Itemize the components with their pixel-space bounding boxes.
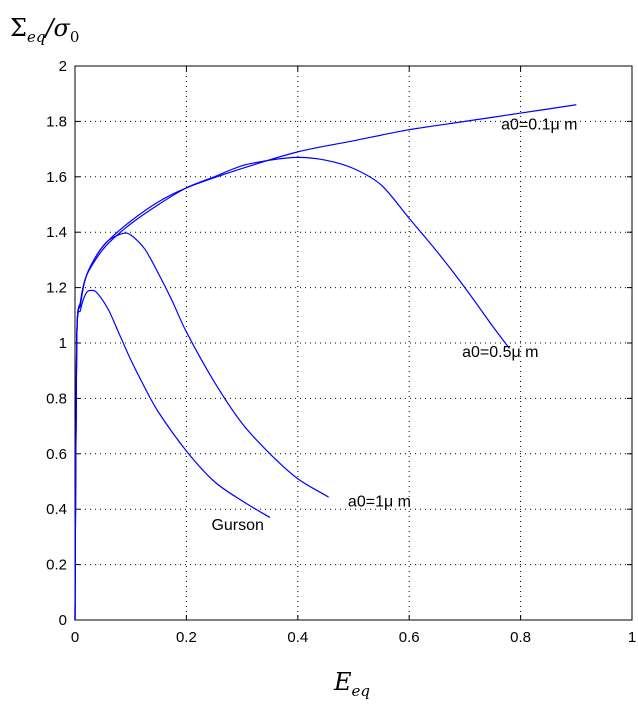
x-tick-label: 0.6 — [399, 629, 420, 646]
x-axis-label: Eeq — [333, 668, 370, 700]
series-lines — [74, 104, 577, 621]
y-tick-label: 1.2 — [46, 280, 67, 297]
plot-frame — [74, 65, 633, 621]
y-tick-label: 0.4 — [46, 501, 67, 518]
x-tick-label: 0.4 — [287, 629, 308, 646]
y-tick-label: 1.8 — [46, 113, 67, 130]
grid-lines — [75, 66, 632, 620]
series-annotation: a0=0.1μ m — [501, 117, 577, 134]
series-line-1 — [74, 156, 510, 621]
y-axis-label: Σeq/σ0 — [10, 14, 79, 46]
x-tick-label: 1 — [628, 629, 636, 646]
axes-frame — [74, 65, 633, 621]
y-tick-label: 0 — [59, 612, 67, 629]
y-tick-label: 1 — [59, 335, 67, 352]
y-tick-label: 0.2 — [46, 557, 67, 574]
y-tick-label: 1.6 — [46, 169, 67, 186]
x-tick-label: 0 — [71, 629, 79, 646]
y-tick-label: 0.6 — [46, 446, 67, 463]
y-tick-label: 0.8 — [46, 390, 67, 407]
series-line-0 — [74, 104, 577, 621]
series-line-3 — [74, 289, 271, 621]
series-annotation: Gurson — [211, 517, 263, 534]
series-annotations: a0=0.1μ m a0=0.5μ m a0=1μ m Gurson — [211, 117, 577, 534]
axis-labels: Σeq/σ0 Eeq — [10, 14, 370, 700]
y-tick-label: 2 — [59, 58, 67, 75]
y-tick-label: 1.4 — [46, 224, 67, 241]
series-annotation: a0=1μ m — [348, 493, 411, 510]
x-tick-label: 0.2 — [176, 629, 197, 646]
tick-marks: 0 0.2 0.4 0.6 0.8 1 0 0.2 0.4 0.6 0.8 1 1.2 1.4 1.6 1.8… — [46, 58, 636, 646]
series-annotation: a0=0.5μ m — [462, 344, 538, 361]
x-tick-label: 0.8 — [510, 629, 531, 646]
series-line-2 — [74, 232, 330, 621]
